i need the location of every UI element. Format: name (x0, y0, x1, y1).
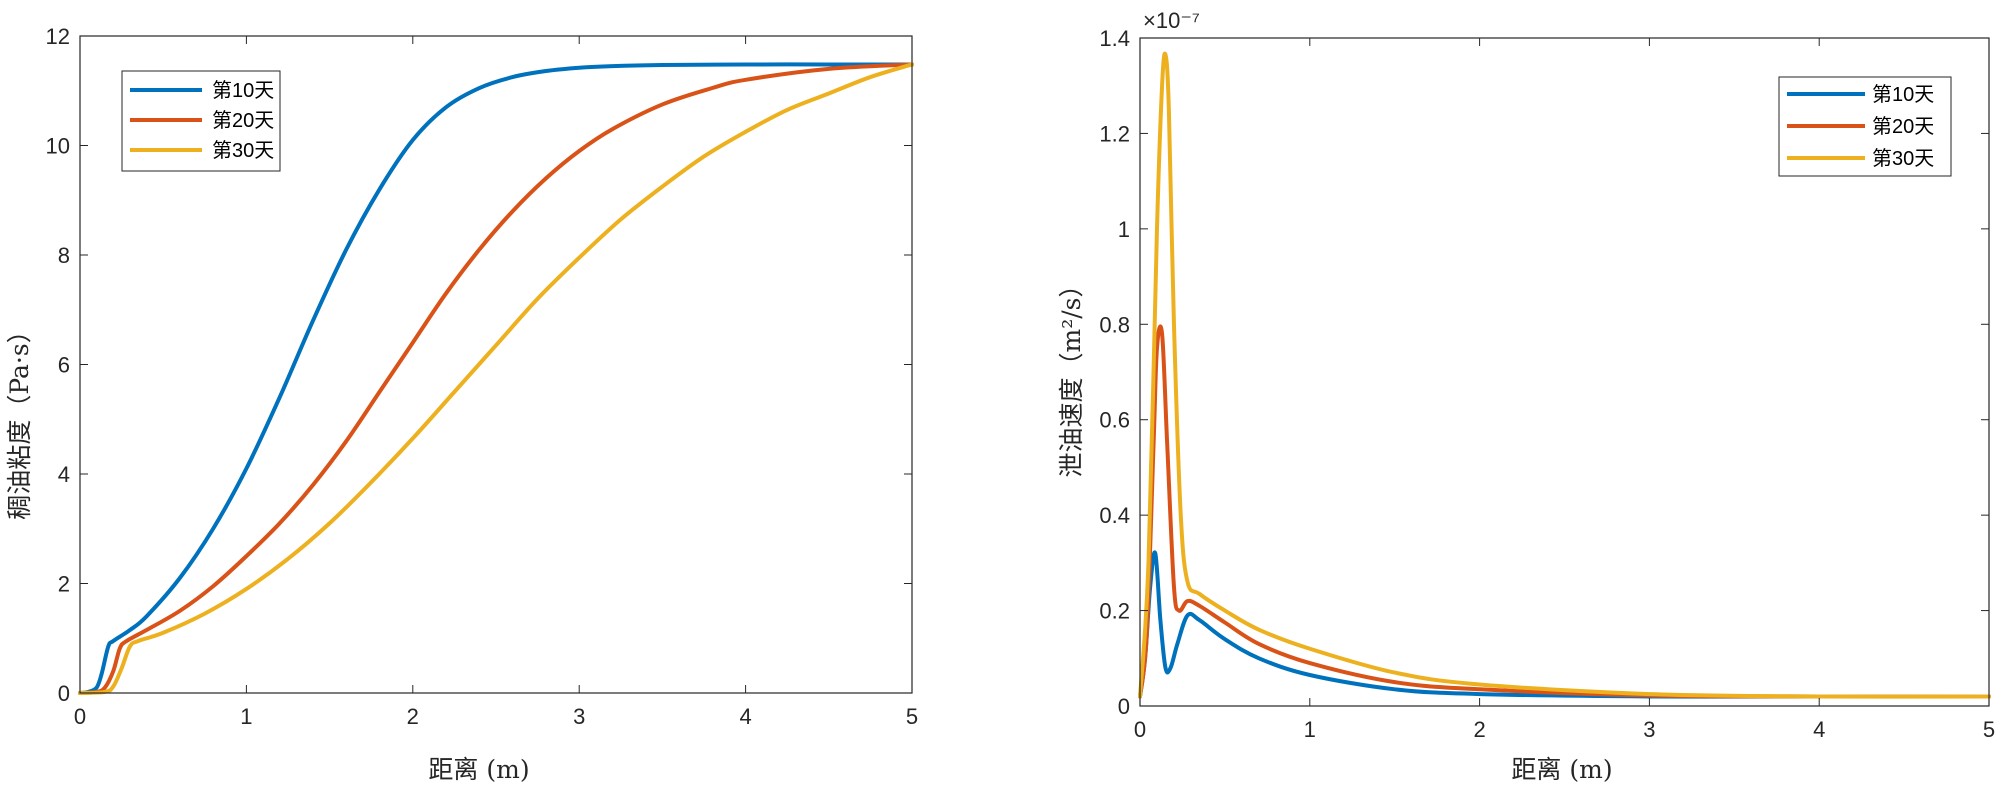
x-tick-label: 0 (74, 704, 86, 729)
y-tick-label: 1.4 (1099, 26, 1130, 51)
x-tick-label: 1 (240, 704, 252, 729)
legend-label: 第30天 (212, 139, 274, 162)
y-tick-label: 10 (46, 134, 70, 159)
y-tick-label: 0.8 (1099, 312, 1130, 337)
drainage-rate-chart: 距离 (m) 泄油速度（m²/s） ×10⁻⁷ 0 1 2 3 4 5 0 0.2 0.4 0.… (1057, 8, 1995, 784)
legend-label: 第20天 (1872, 115, 1934, 138)
series-line (1138, 51, 1991, 699)
y-tick-label: 0.6 (1099, 408, 1130, 433)
y-tick-label: 4 (58, 462, 70, 487)
y-tick-label: 0.4 (1099, 503, 1130, 528)
x-tick-label: 4 (1813, 717, 1825, 742)
series-line (78, 62, 914, 695)
x-axis-label: 距离 (m) (428, 755, 529, 784)
y-tick-label: 0 (1118, 694, 1130, 719)
x-tick-label: 3 (1643, 717, 1655, 742)
x-tick-label: 2 (1473, 717, 1485, 742)
y-tick-label: 6 (58, 353, 70, 378)
x-axis-label: 距离 (m) (1511, 755, 1612, 784)
x-tick-label: 3 (573, 704, 585, 729)
x-tick-label: 2 (407, 704, 419, 729)
series-line (1138, 324, 1991, 699)
x-tick-label: 4 (739, 704, 751, 729)
y-axis-label: 泄油速度（m²/s） (1057, 273, 1086, 478)
series-line (78, 62, 914, 695)
y-tick-label: 0 (58, 681, 70, 706)
y-ticks: 0 2 4 6 8 10 12 (46, 24, 912, 706)
y-axis-exponent: ×10⁻⁷ (1143, 8, 1200, 33)
legend-label: 第10天 (212, 79, 274, 102)
x-tick-label: 5 (1983, 717, 1995, 742)
axes-box (1139, 37, 1990, 707)
legend-label: 第10天 (1872, 83, 1934, 106)
y-axis-label: 稠油粘度（Pa·s） (5, 318, 34, 519)
plot-area (1138, 51, 1991, 699)
x-ticks: 0 1 2 3 4 5 (1134, 38, 1995, 742)
series-line (1138, 550, 1991, 699)
y-tick-label: 1.2 (1099, 121, 1130, 146)
series-line (78, 62, 914, 695)
x-ticks: 0 1 2 3 4 5 (74, 36, 918, 729)
y-tick-label: 1 (1118, 217, 1130, 242)
x-tick-label: 1 (1304, 717, 1316, 742)
legend-label: 第20天 (212, 109, 274, 132)
y-ticks: 0 0.2 0.4 0.6 0.8 1 1.2 1.4 (1099, 26, 1989, 719)
y-tick-label: 12 (46, 24, 70, 49)
y-tick-label: 2 (58, 572, 70, 597)
plot-area (78, 62, 914, 695)
legend-label: 第30天 (1872, 147, 1934, 170)
x-tick-label: 5 (906, 704, 918, 729)
y-tick-label: 0.2 (1099, 599, 1130, 624)
y-tick-label: 8 (58, 243, 70, 268)
x-tick-label: 0 (1134, 717, 1146, 742)
